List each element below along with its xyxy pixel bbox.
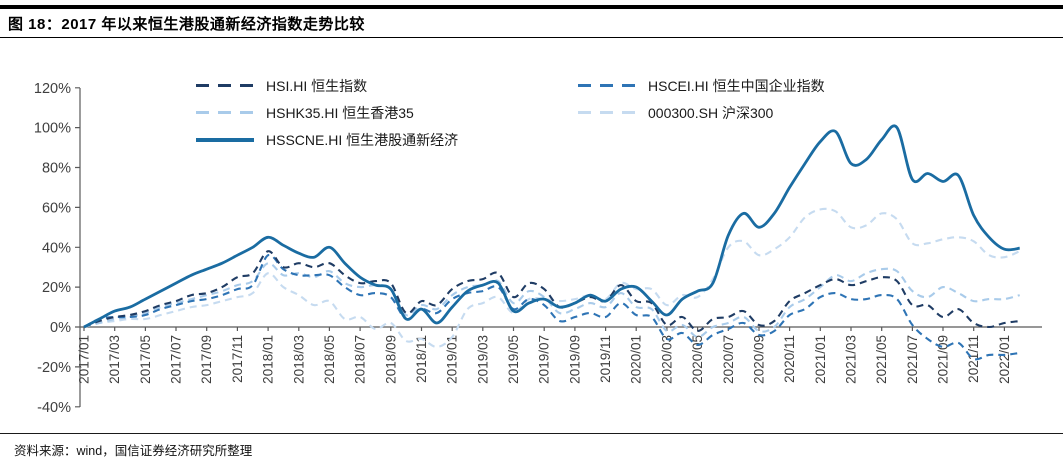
x-tick-label: 2020/03 (659, 335, 674, 384)
legend-item-csi300: 000300.SH 沪深300 (578, 103, 825, 123)
legend-swatch-hshk35 (196, 111, 254, 114)
x-tick-label: 2020/05 (690, 335, 705, 384)
y-tick-label: 80% (42, 161, 71, 177)
x-tick-label: 2017/09 (199, 335, 214, 384)
legend-item-hsi: HSI.HI 恒生指数 (196, 76, 578, 96)
x-tick-label: 2019/07 (537, 335, 552, 384)
y-tick-label: 100% (34, 121, 71, 137)
x-tick-label: 2022/01 (997, 335, 1012, 384)
legend-swatch-hscei (578, 84, 636, 87)
chart-legend: HSI.HI 恒生指数 HSCEI.HI 恒生中国企业指数 HSHK35.HI … (196, 72, 825, 153)
x-tick-label: 2018/03 (291, 335, 306, 384)
source-note: 资料来源：wind，国信证券经济研究所整理 (14, 444, 253, 458)
x-tick-label: 2018/07 (353, 335, 368, 384)
legend-label-hscei: HSCEI.HI 恒生中国企业指数 (648, 77, 825, 94)
x-tick-label: 2018/01 (261, 335, 276, 384)
x-tick-label: 2021/03 (844, 335, 859, 384)
x-tick-label: 2018/11 (414, 335, 429, 383)
series-line-hsscne (83, 124, 1020, 329)
footer-rule (0, 433, 1063, 434)
x-tick-label: 2021/07 (905, 335, 920, 384)
x-tick-label: 2021/09 (936, 335, 951, 384)
x-tick-label: 2017/01 (77, 335, 92, 384)
x-tick-label: 2020/11 (782, 335, 797, 383)
y-tick-label: -40% (37, 400, 71, 416)
legend-swatch-csi300 (578, 111, 636, 114)
legend-label-hsi: HSI.HI 恒生指数 (266, 77, 368, 94)
x-tick-label: 2019/05 (506, 335, 521, 384)
y-tick-label: 20% (42, 280, 71, 296)
x-tick-label: 2017/03 (107, 335, 122, 384)
legend-item-hsscne: HSSCNE.HI 恒生港股通新经济 (196, 130, 578, 150)
x-tick-label: 2019/01 (445, 335, 460, 384)
x-tick-label: 2018/09 (383, 335, 398, 384)
legend-item-hshk35: HSHK35.HI 恒生香港35 (196, 103, 578, 123)
series-line-hscei (83, 253, 1020, 361)
x-tick-label: 2021/01 (813, 335, 828, 384)
title-bottom-rule (0, 37, 1063, 38)
legend-swatch-hsscne (196, 137, 254, 142)
legend-label-hsscne: HSSCNE.HI 恒生港股通新经济 (266, 131, 459, 148)
x-tick-label: 2018/05 (322, 335, 337, 384)
legend-label-csi300: 000300.SH 沪深300 (648, 104, 774, 121)
y-tick-label: -20% (37, 360, 71, 376)
x-tick-label: 2020/07 (721, 335, 736, 384)
y-tick-label: 0% (50, 320, 71, 336)
x-tick-label: 2017/05 (138, 335, 153, 384)
axes (75, 87, 1042, 408)
series-line-hsi (83, 250, 1020, 333)
x-tick-label: 2019/09 (567, 335, 582, 384)
x-tick-label: 2017/07 (169, 335, 184, 384)
y-tick-label: 60% (42, 200, 71, 216)
x-tick-label: 2021/11 (966, 335, 981, 383)
x-tick-label: 2020/09 (751, 335, 766, 384)
legend-item-hscei: HSCEI.HI 恒生中国企业指数 (578, 76, 825, 96)
x-tick-label: 2019/03 (475, 335, 490, 384)
x-tick-label: 2020/01 (629, 335, 644, 384)
legend-label-hshk35: HSHK35.HI 恒生香港35 (266, 104, 414, 121)
series-line-csi300 (83, 207, 1021, 348)
title-top-rule (0, 5, 1063, 9)
y-tick-label: 40% (42, 240, 71, 256)
x-tick-label: 2019/11 (598, 335, 613, 383)
legend-swatch-hsi (196, 84, 254, 87)
x-tick-label: 2017/11 (230, 335, 245, 383)
x-tick-label: 2021/05 (874, 335, 889, 384)
series-line-hshk35 (83, 262, 1020, 339)
figure-title: 图 18：2017 年以来恒生港股通新经济指数走势比较 (8, 16, 365, 33)
y-tick-label: 120% (34, 81, 71, 97)
